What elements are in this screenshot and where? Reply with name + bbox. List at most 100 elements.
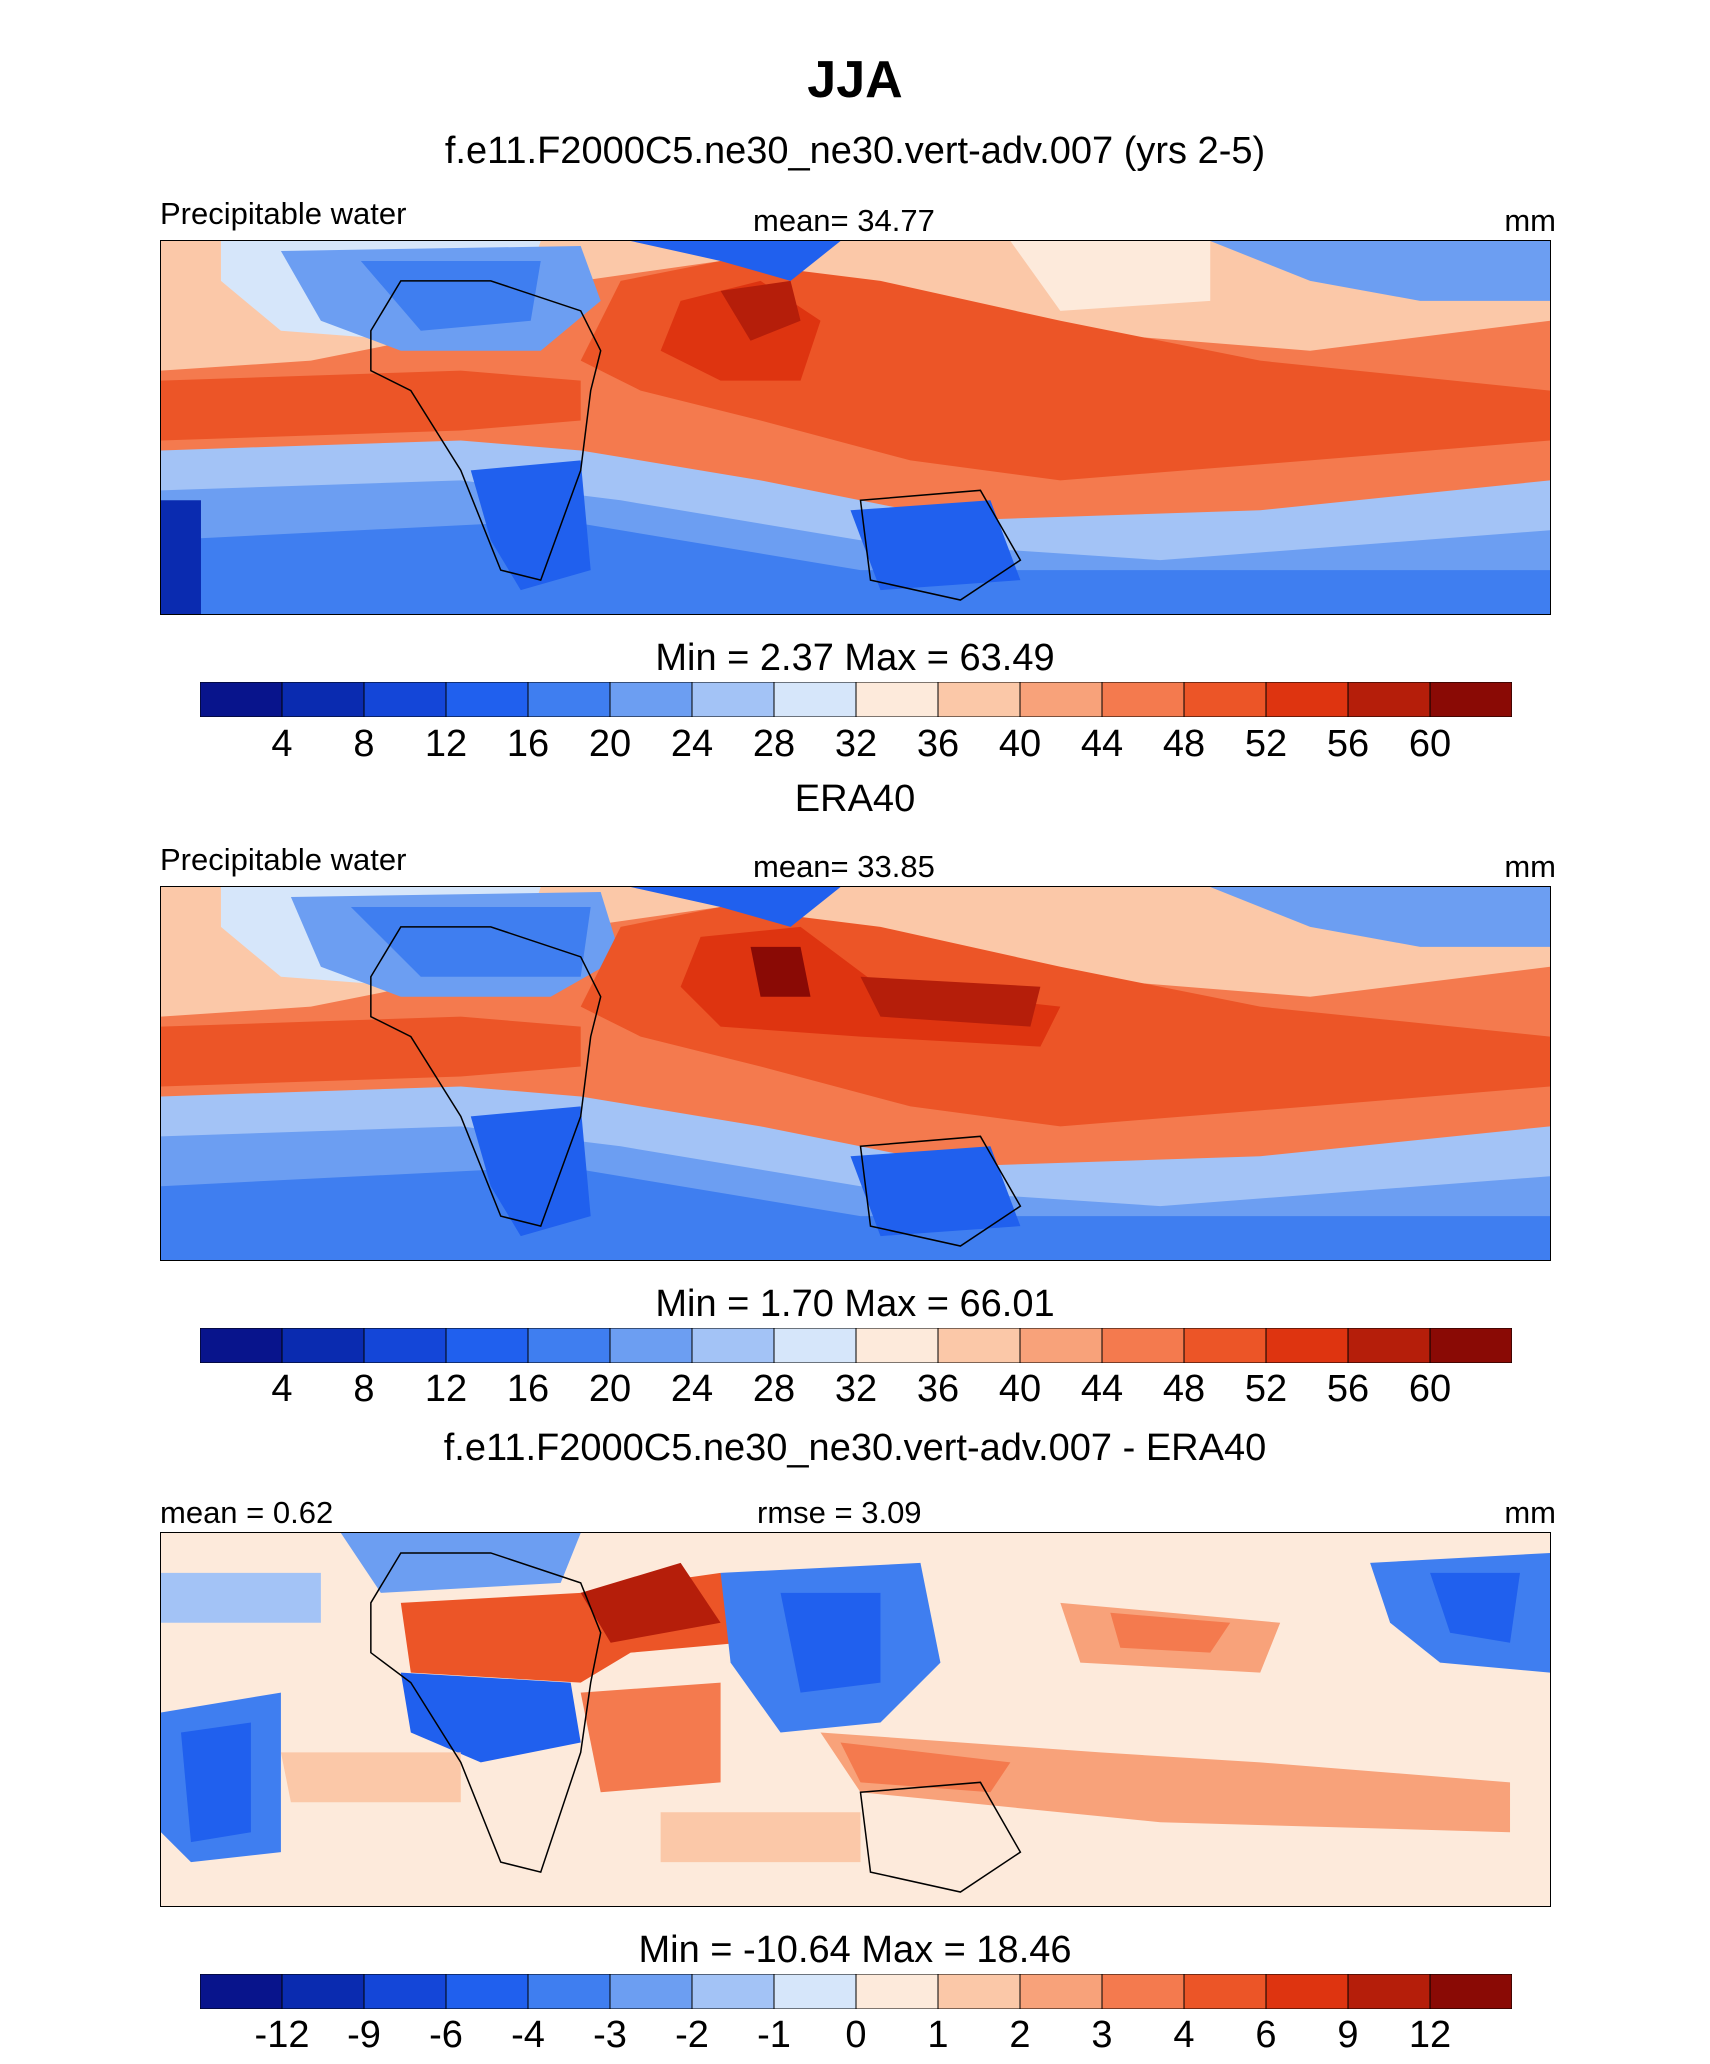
colorbar-swatch bbox=[1347, 1328, 1431, 1363]
panel2-minmax: Min = 1.70 Max = 66.01 bbox=[655, 1283, 1055, 1325]
colorbar-swatch bbox=[691, 682, 775, 717]
panel3-satlantic-pos bbox=[280, 1752, 461, 1803]
panel3-title: f.e11.F2000C5.ne30_ne30.vert-adv.007 - E… bbox=[443, 1427, 1267, 1469]
panel3-mean-label: mean = 0.62 bbox=[160, 1495, 334, 1530]
colorbar-tick-label: 52 bbox=[1244, 723, 1288, 765]
panel1-safrica bbox=[470, 460, 591, 591]
colorbar-tick-label: 0 bbox=[845, 2014, 867, 2056]
panel1-tibet bbox=[630, 241, 841, 281]
colorbar-tick-label: -4 bbox=[511, 2014, 545, 2056]
colorbar-tick-label: 40 bbox=[998, 1368, 1042, 1410]
panel2-tibet bbox=[630, 887, 841, 927]
colorbar-tick-label: 56 bbox=[1326, 1368, 1370, 1410]
colorbar-swatch bbox=[445, 1974, 529, 2009]
colorbar-swatch bbox=[1183, 1328, 1267, 1363]
colorbar-swatch bbox=[691, 1974, 775, 2009]
colorbar-swatch bbox=[609, 1328, 693, 1363]
colorbar-tick-label: 20 bbox=[588, 723, 632, 765]
colorbar-tick-label: 44 bbox=[1080, 723, 1124, 765]
colorbar-tick-label: 2 bbox=[1009, 2014, 1031, 2056]
colorbar-swatch bbox=[1183, 682, 1267, 717]
colorbar-swatch bbox=[855, 1974, 939, 2009]
colorbar-tick-label: 40 bbox=[998, 723, 1042, 765]
panel1-variable-label: Precipitable water bbox=[160, 196, 407, 231]
panel3-map-svg bbox=[161, 1533, 1550, 1906]
colorbar-tick-label: 48 bbox=[1162, 723, 1206, 765]
colorbar-tick-label: 20 bbox=[588, 1368, 632, 1410]
panel1-minmax: Min = 2.37 Max = 63.49 bbox=[655, 637, 1055, 679]
panel1-sahara-deep bbox=[360, 260, 541, 331]
colorbar-tick-label: 28 bbox=[752, 1368, 796, 1410]
colorbar-tick-label: 60 bbox=[1408, 723, 1452, 765]
panel3-minmax: Min = -10.64 Max = 18.46 bbox=[638, 1929, 1072, 1971]
panel2-africa-outline bbox=[370, 926, 602, 1227]
colorbar-tick-label: -2 bbox=[675, 2014, 709, 2056]
panel1-atlantic-itcz bbox=[161, 370, 581, 441]
colorbar-swatch bbox=[527, 1328, 611, 1363]
panel3-arabiansea-pos bbox=[580, 1682, 721, 1793]
colorbar-tick-label: 60 bbox=[1408, 1368, 1452, 1410]
panel2-units-label: mm bbox=[1504, 849, 1556, 884]
panel3-map bbox=[160, 1532, 1551, 1907]
colorbar-tick-label: 16 bbox=[506, 723, 550, 765]
colorbar-swatch bbox=[855, 682, 939, 717]
panel1-warm-pool bbox=[580, 260, 1550, 481]
panel1-australia bbox=[850, 500, 1021, 591]
panel1-colorbar-ticks: 4 8 12 16 20 24 28 32 36 40 44 48 52 56 60 bbox=[200, 723, 1512, 767]
colorbar-tick-label: -9 bbox=[347, 2014, 381, 2056]
colorbar-tick-label: 4 bbox=[271, 1368, 293, 1410]
colorbar-tick-label: 6 bbox=[1255, 2014, 1277, 2056]
colorbar-swatch bbox=[1101, 1974, 1185, 2009]
panel2-bay-max bbox=[750, 946, 811, 997]
panel2-mean-label: mean= 33.85 bbox=[753, 849, 935, 884]
colorbar-tick-label: 32 bbox=[834, 1368, 878, 1410]
panel3-sahara-neg bbox=[340, 1533, 581, 1593]
colorbar-tick-label: 52 bbox=[1244, 1368, 1288, 1410]
panel2-safrica bbox=[470, 1106, 591, 1237]
colorbar-swatch bbox=[609, 1974, 693, 2009]
panel2-map-svg bbox=[161, 887, 1550, 1260]
panel1-title: f.e11.F2000C5.ne30_ne30.vert-adv.007 (yr… bbox=[444, 130, 1266, 172]
colorbar-swatch bbox=[527, 1974, 611, 2009]
panel1-npacific-blue bbox=[1210, 241, 1550, 301]
panel3-colorbar-ticks: -12 -9 -6 -4 -3 -2 -1 0 1 2 3 4 6 9 12 bbox=[200, 2014, 1512, 2058]
colorbar-tick-label: 1 bbox=[927, 2014, 949, 2056]
colorbar-tick-label: 8 bbox=[353, 1368, 375, 1410]
panel3-spcz-pos bbox=[820, 1732, 1511, 1833]
colorbar-swatch bbox=[200, 1974, 283, 2009]
panel1-africa-outline bbox=[370, 280, 602, 581]
panel2-wpac-core bbox=[860, 976, 1041, 1027]
panel1-australia-outline bbox=[859, 489, 1022, 601]
colorbar-swatch bbox=[363, 682, 447, 717]
panel2-sahara-deep bbox=[350, 906, 591, 977]
colorbar-swatch bbox=[1183, 1974, 1267, 2009]
colorbar-swatch bbox=[609, 682, 693, 717]
panel3-units-label: mm bbox=[1504, 1495, 1556, 1530]
colorbar-swatch bbox=[1265, 1328, 1349, 1363]
colorbar-swatch bbox=[691, 1328, 775, 1363]
colorbar-tick-label: 44 bbox=[1080, 1368, 1124, 1410]
colorbar-swatch bbox=[1265, 1974, 1349, 2009]
panel1-map bbox=[160, 240, 1551, 615]
colorbar-tick-label: 56 bbox=[1326, 723, 1370, 765]
colorbar-swatch bbox=[937, 1328, 1021, 1363]
colorbar-swatch bbox=[1429, 1328, 1512, 1363]
panel3-africa-outline bbox=[370, 1552, 602, 1873]
colorbar-tick-label: -12 bbox=[254, 2014, 310, 2056]
colorbar-swatch bbox=[1429, 682, 1512, 717]
colorbar-swatch bbox=[1101, 1328, 1185, 1363]
colorbar-swatch bbox=[855, 1328, 939, 1363]
colorbar-tick-label: 24 bbox=[670, 1368, 714, 1410]
panel3-maritime-pos bbox=[840, 1742, 1011, 1793]
colorbar-tick-label: -3 bbox=[593, 2014, 627, 2056]
colorbar-tick-label: 36 bbox=[916, 1368, 960, 1410]
panel3-colorbar bbox=[200, 1974, 1512, 2009]
colorbar-swatch bbox=[363, 1974, 447, 2009]
panel3-westafrica-neg bbox=[400, 1672, 581, 1763]
colorbar-swatch bbox=[1347, 1974, 1431, 2009]
colorbar-swatch bbox=[363, 1328, 447, 1363]
colorbar-tick-label: 9 bbox=[1337, 2014, 1359, 2056]
figure-title: JJA bbox=[807, 51, 903, 109]
colorbar-swatch bbox=[1429, 1974, 1512, 2009]
colorbar-swatch bbox=[281, 1328, 365, 1363]
